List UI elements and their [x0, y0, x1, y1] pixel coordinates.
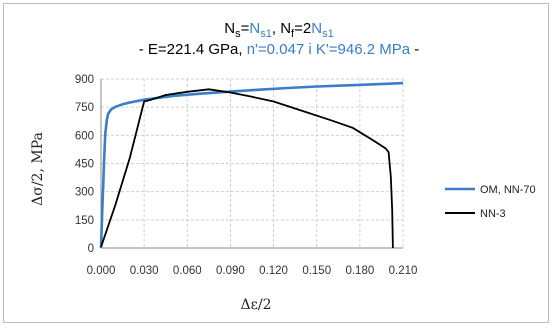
series-line-om-nn-70	[99, 81, 404, 249]
x-tick-label: 0.030	[130, 265, 159, 277]
title-line1-part: , N	[272, 20, 291, 37]
y-tick-label: 450	[75, 159, 94, 171]
tick-labels: 0.000 0.030 0.060 0.090 0.120 0.150 0.180 0.210…	[75, 74, 418, 277]
x-tick-label: 0.120	[259, 265, 288, 277]
title-line2-part: n'=0.047 i K'=946.2 MPa	[247, 41, 411, 58]
x-axis-label: Δε/2	[241, 297, 272, 313]
x-tick-label: 0.000	[87, 265, 116, 277]
series-lines	[99, 81, 404, 249]
grid-lines	[100, 78, 404, 249]
legend-label: OM, NN-70	[480, 184, 536, 196]
y-tick-label: 150	[75, 215, 94, 227]
x-tick-label: 0.180	[345, 265, 374, 277]
title-line1-part: N	[249, 20, 260, 37]
title-line2-part: - E=221.4 GPa,	[139, 41, 247, 58]
legend-label: NN-3	[480, 208, 506, 220]
title-line2-part: -	[410, 41, 419, 58]
x-tick-label: 0.210	[389, 265, 418, 277]
y-axis-label: Δσ/2, MPa	[30, 132, 46, 206]
title-line1-part: s	[235, 28, 241, 40]
chart-title-line1: Ns=Ns1, Nf=2Ns1	[224, 20, 333, 40]
x-tick-label: 0.090	[216, 265, 245, 277]
y-tick-label: 900	[75, 74, 94, 86]
chart-frame: 0.000 0.030 0.060 0.090 0.120 0.150 0.180 0.210…	[3, 3, 549, 323]
chart-svg: 0.000 0.030 0.060 0.090 0.120 0.150 0.180 0.210…	[30, 20, 536, 313]
title-line1-part: N	[224, 20, 235, 37]
title-line1-part: =2	[294, 20, 311, 37]
legend: OM, NN-70 NN-3	[445, 184, 536, 220]
x-tick-label: 0.060	[173, 265, 202, 277]
y-tick-label: 750	[75, 102, 94, 114]
chart-title-line2: - E=221.4 GPa, n'=0.047 i K'=946.2 MPa -	[139, 41, 420, 58]
y-tick-label: 0	[88, 243, 94, 255]
series-line-nn-3	[100, 88, 394, 249]
y-tick-label: 300	[75, 187, 94, 199]
x-tick-label: 0.150	[302, 265, 331, 277]
title-line1-part: N	[311, 20, 322, 37]
title-line1-part: s1	[322, 28, 334, 40]
title-line1-part: s1	[260, 28, 272, 40]
y-tick-label: 600	[75, 130, 94, 142]
title-line1-part: =	[241, 20, 250, 37]
title-line1-part: f	[291, 28, 295, 40]
